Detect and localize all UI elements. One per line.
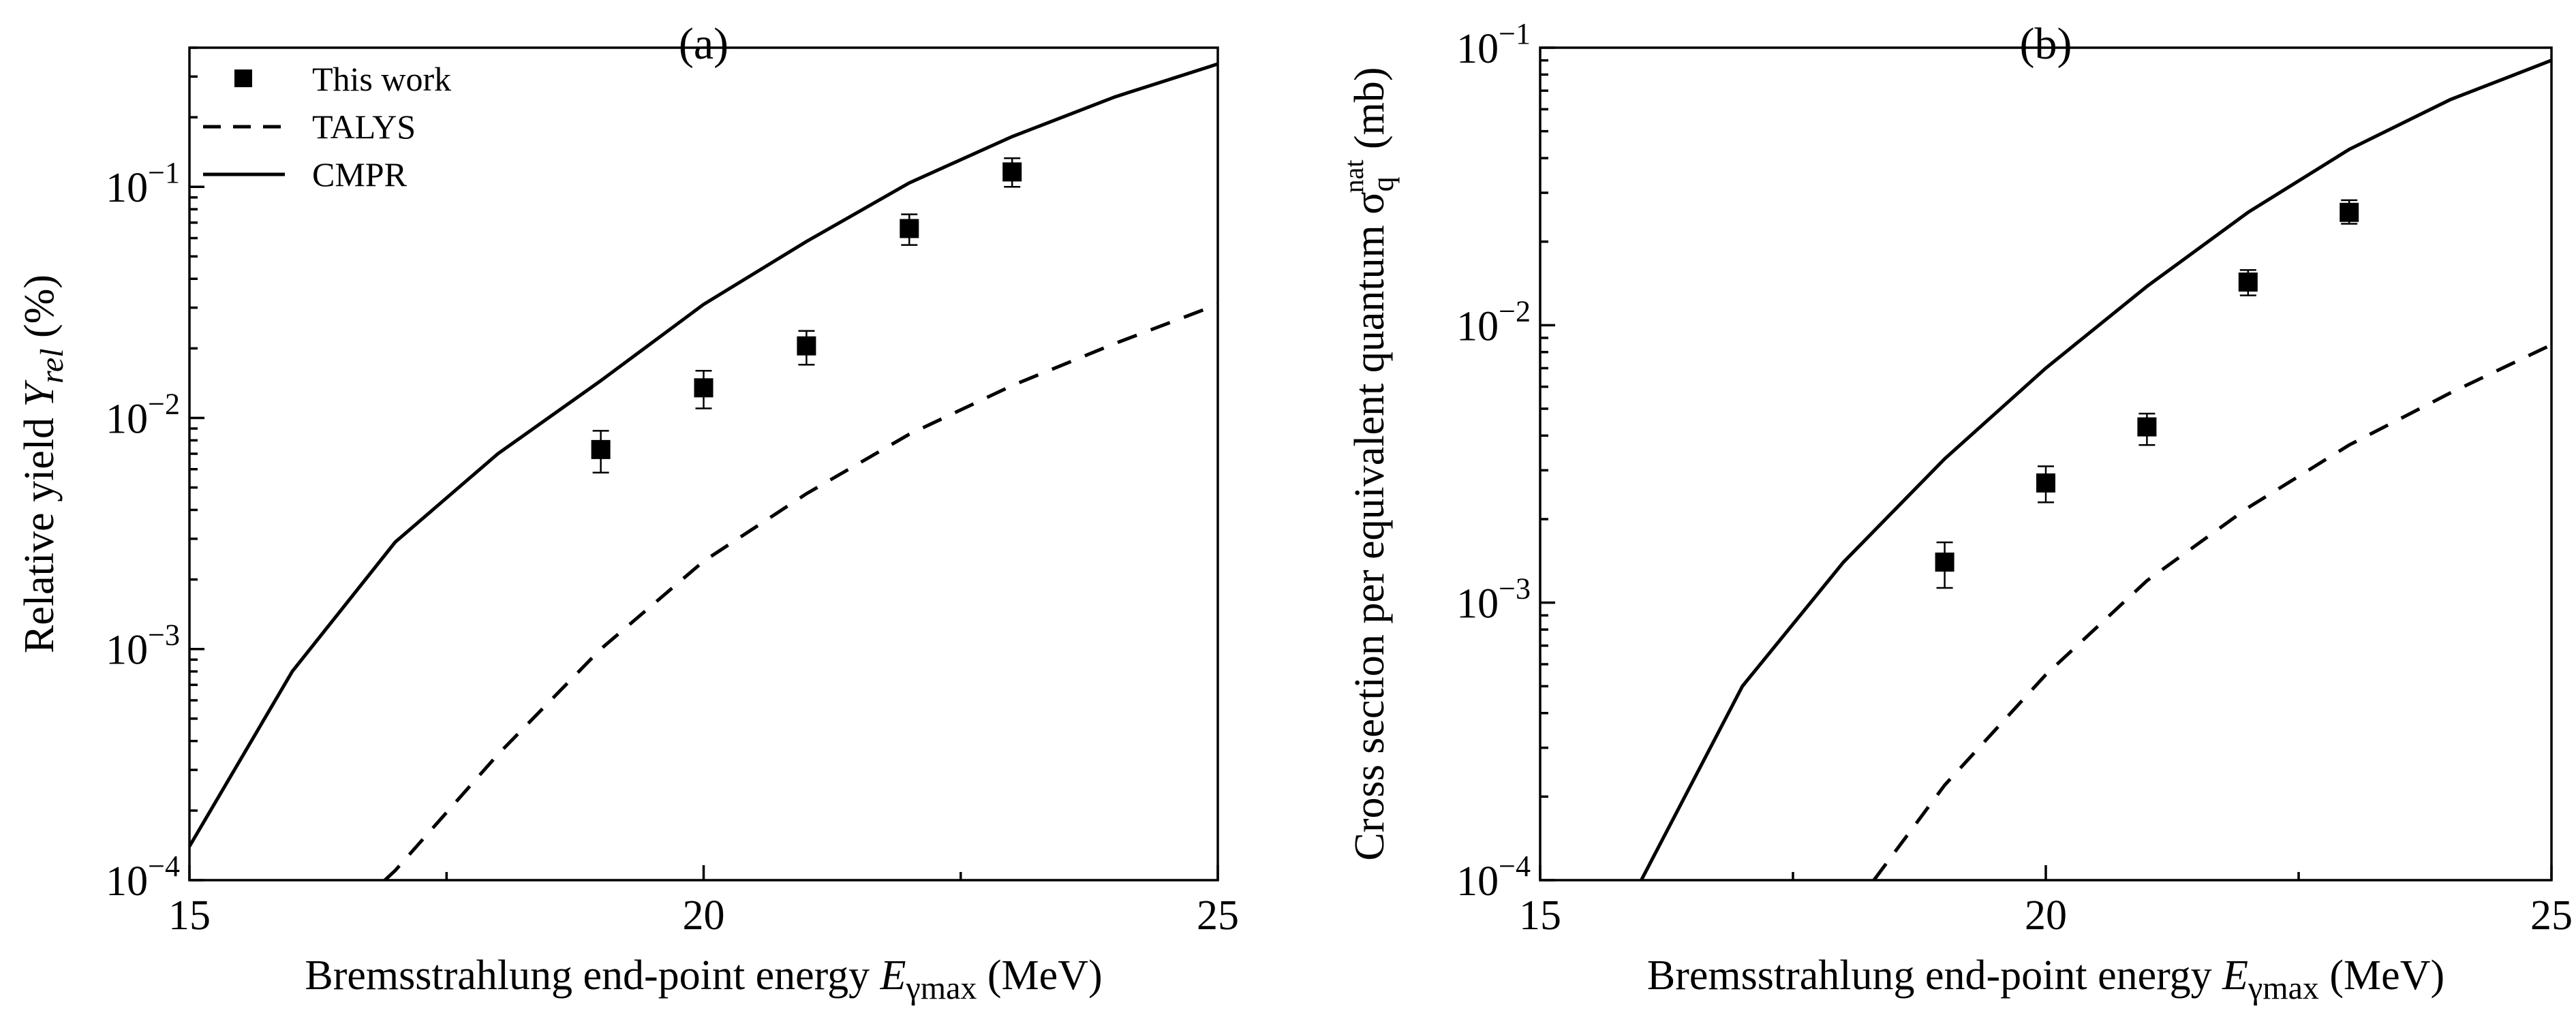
x-tick-label: 15	[168, 892, 211, 939]
cmpr-curve	[189, 62, 1218, 847]
y-tick-label: 10−3	[106, 619, 180, 674]
cmpr-curve	[1640, 59, 2551, 880]
legend-marker	[234, 69, 252, 87]
x-tick-label: 15	[1519, 892, 1561, 939]
y-tick-label: 10−2	[106, 387, 180, 442]
plot-area	[1640, 59, 2551, 880]
y-tick-label: 10−1	[106, 156, 180, 211]
data-point	[2340, 202, 2359, 222]
panel-a-chart: 15 20 25 10−4 10−3 10−2 10−1 (a) Bremsstrahlung …	[16, 19, 1239, 1006]
legend-label: CMPR	[312, 155, 408, 193]
data-point	[1002, 162, 1022, 182]
panel-label: (b)	[2020, 19, 2072, 69]
y-tick-label: 10−3	[1456, 572, 1531, 627]
data-point	[591, 439, 611, 459]
y-tick-label: 10−1	[1456, 17, 1531, 72]
data-point	[797, 336, 816, 356]
legend-label: This work	[312, 60, 451, 98]
legend: This work TALYS CMPR	[203, 60, 451, 193]
x-tick-label: 20	[683, 892, 725, 939]
data-point	[900, 219, 919, 238]
x-axis-label: Bremsstrahlung end-point energy Eγmax (M…	[305, 952, 1102, 1006]
panel-label: (a)	[679, 19, 729, 69]
data-point	[1935, 552, 1954, 572]
data-point	[2238, 272, 2258, 292]
x-tick-label: 20	[2025, 892, 2067, 939]
x-tick-label: 25	[2530, 892, 2573, 939]
data-point	[2036, 473, 2055, 493]
talys-curve	[1872, 343, 2551, 880]
y-tick-label: 10−4	[106, 850, 180, 905]
data-point	[2137, 417, 2157, 437]
x-axis-label: Bremsstrahlung end-point energy Eγmax (M…	[1647, 952, 2444, 1006]
y-axis-label: Cross section per equivalent quantum σqn…	[1338, 67, 1400, 860]
x-tick-label: 25	[1197, 892, 1239, 939]
plot-frame	[1539, 46, 2553, 882]
y-axis-label: Relative yield Yrel (%)	[16, 275, 70, 653]
plot-area	[189, 62, 1218, 880]
legend-label: TALYS	[312, 108, 416, 146]
y-tick-label: 10−2	[1456, 294, 1531, 349]
data-point	[694, 378, 714, 398]
y-tick-label: 10−4	[1456, 850, 1531, 905]
talys-curve	[384, 302, 1218, 880]
panel-b-chart: 15 20 25 10−4 10−3 10−2 10−1 (b) Bremsstrahlung …	[1338, 17, 2573, 1006]
